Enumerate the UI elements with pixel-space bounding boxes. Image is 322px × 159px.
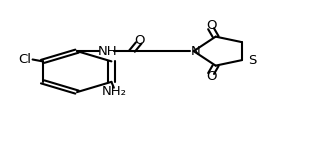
Text: Cl: Cl bbox=[18, 53, 31, 66]
Text: N: N bbox=[191, 45, 201, 58]
Text: S: S bbox=[248, 54, 256, 67]
Text: NH₂: NH₂ bbox=[101, 85, 126, 98]
Text: O: O bbox=[206, 70, 216, 83]
Text: NH: NH bbox=[98, 45, 118, 58]
Text: O: O bbox=[206, 19, 216, 32]
Text: O: O bbox=[134, 34, 145, 47]
